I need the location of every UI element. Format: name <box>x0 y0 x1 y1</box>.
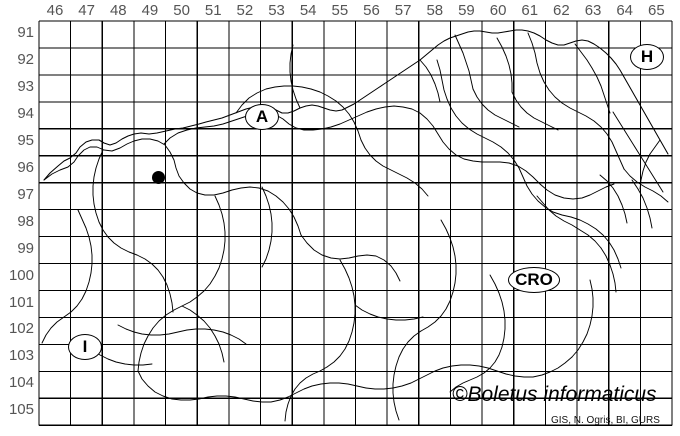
river-polyline <box>436 59 572 218</box>
copyright-text: ©Boletus informaticus <box>452 383 657 406</box>
utm-grid <box>38 20 673 426</box>
y-axis-tick-label: 102 <box>8 320 34 338</box>
y-axis-tick-label: 101 <box>8 293 34 311</box>
river-polyline <box>600 247 617 293</box>
river-polyline <box>252 382 367 403</box>
river-polyline <box>511 91 559 131</box>
river-polyline <box>326 259 356 368</box>
y-axis-tick-label: 99 <box>17 239 34 257</box>
x-axis-tick-label: 57 <box>394 2 412 19</box>
river-polyline <box>489 274 506 348</box>
river-polyline <box>570 216 622 269</box>
y-axis-tick-label: 105 <box>8 401 34 419</box>
x-axis-tick-label: 62 <box>553 2 570 19</box>
river-polyline <box>117 324 188 336</box>
country-badge-hungary: H <box>630 44 664 70</box>
river-polyline <box>43 138 206 196</box>
river-polyline <box>366 105 510 164</box>
river-polyline <box>460 356 573 378</box>
x-axis-tick-label: 51 <box>204 2 222 19</box>
river-polyline <box>496 37 513 93</box>
river-polyline <box>204 186 302 236</box>
x-axis-tick-label: 63 <box>584 2 602 19</box>
river-polyline <box>536 195 602 249</box>
country-badge-label: A <box>255 107 269 126</box>
country-border <box>43 29 669 181</box>
river-polyline <box>41 316 65 344</box>
river-polyline <box>454 34 474 90</box>
x-axis-tick-label: 64 <box>616 2 634 19</box>
river-polyline <box>137 370 254 402</box>
river-polyline <box>612 111 664 193</box>
x-axis-tick-label: 50 <box>173 2 190 19</box>
x-axis-tick-label: 52 <box>236 2 254 19</box>
river-polyline <box>472 88 520 128</box>
country-badge-croatia: CRO <box>508 267 560 293</box>
river-polyline <box>527 32 625 170</box>
data-source-text: GIS, N. Ogris, BI, GURS <box>551 415 660 426</box>
y-axis-tick-label: 103 <box>8 347 34 365</box>
river-polyline <box>235 85 312 114</box>
y-axis-tick-label: 95 <box>17 131 34 149</box>
river-polyline <box>289 44 301 109</box>
river-polyline <box>310 88 362 141</box>
river-polyline <box>419 59 441 103</box>
x-axis-tick-label: 47 <box>78 2 95 19</box>
occurrence-point-marker <box>151 170 165 184</box>
river-polyline <box>599 174 628 224</box>
river-polyline <box>186 328 247 345</box>
country-badge-austria: A <box>245 104 279 130</box>
river-polyline <box>92 149 138 256</box>
river-polyline <box>574 43 611 114</box>
x-axis-tick-label: 58 <box>426 2 444 19</box>
y-axis-tick-label: 92 <box>17 50 34 68</box>
x-axis-tick-label: 55 <box>331 2 349 19</box>
river-polyline <box>571 279 594 358</box>
y-axis-tick-label: 98 <box>17 212 34 230</box>
river-polyline <box>137 309 175 372</box>
river-polyline <box>623 168 669 203</box>
y-axis-tick-label: 100 <box>8 266 34 284</box>
country-badge-italy: I <box>68 334 102 360</box>
river-polyline <box>261 186 273 268</box>
river-polyline <box>284 366 328 422</box>
x-axis-tick-label: 60 <box>489 2 507 19</box>
river-polyline <box>639 139 661 190</box>
river-polyline <box>91 349 153 366</box>
x-axis-tick-label: 65 <box>648 2 665 19</box>
country-badge-label: I <box>82 337 88 356</box>
river-polyline <box>136 254 174 313</box>
x-axis-tick-label: 49 <box>141 2 159 19</box>
river-polyline <box>181 305 225 363</box>
river-polyline <box>508 162 615 200</box>
river-polyline <box>354 304 424 321</box>
river-polyline <box>420 219 457 332</box>
x-axis-tick-label: 46 <box>46 2 64 19</box>
river-polyline <box>392 330 422 421</box>
y-axis-tick-label: 94 <box>17 104 34 122</box>
x-axis-tick-label: 48 <box>109 2 127 19</box>
river-polyline <box>360 139 429 197</box>
x-axis-tick-label: 53 <box>268 2 285 19</box>
river-network <box>41 32 669 422</box>
y-axis-tick-label: 104 <box>8 374 34 392</box>
y-axis-tick-label: 96 <box>17 158 34 176</box>
river-polyline <box>365 364 462 390</box>
river-polyline <box>449 346 503 393</box>
x-axis-tick-label: 61 <box>521 2 539 19</box>
river-polyline <box>63 209 93 318</box>
river-polyline <box>631 179 653 229</box>
river-polyline <box>300 234 401 282</box>
x-axis-tick-label: 59 <box>458 2 475 19</box>
y-axis-tick-label: 97 <box>17 185 34 203</box>
country-badge-label: CRO <box>515 270 553 289</box>
river-polyline <box>173 195 226 311</box>
x-axis-tick-label: 56 <box>363 2 380 19</box>
y-axis-tick-label: 93 <box>17 77 34 95</box>
country-badge-label: H <box>640 47 654 66</box>
y-axis-tick-label: 91 <box>17 24 34 41</box>
x-axis-tick-label: 54 <box>299 2 317 19</box>
